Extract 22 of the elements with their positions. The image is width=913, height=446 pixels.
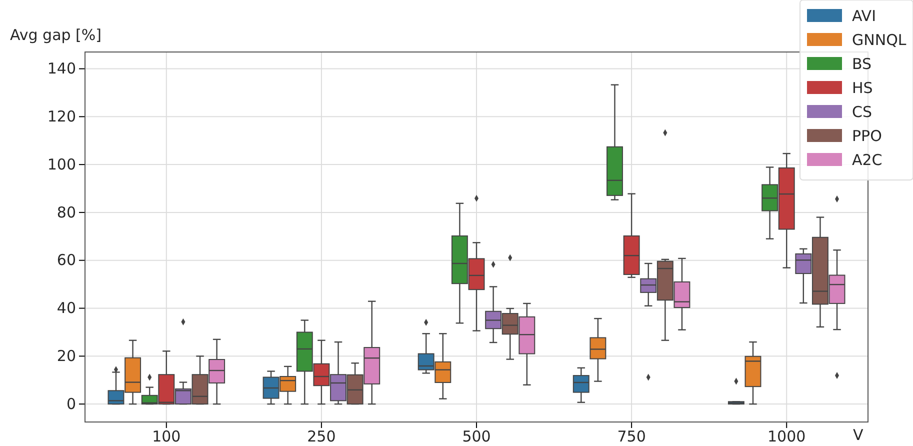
- legend-label: GNNQL: [852, 31, 907, 49]
- y-tick-label: 80: [56, 203, 76, 222]
- x-tick-label: 100: [152, 428, 181, 446]
- y-tick-label: 120: [47, 107, 76, 126]
- legend-label: HS: [852, 79, 873, 97]
- x-tick-label: 1000: [768, 428, 806, 446]
- legend-label: BS: [852, 55, 872, 73]
- x-axis-title: V: [853, 426, 864, 444]
- x-tick-label: 500: [462, 428, 491, 446]
- y-axis-title: Avg gap [%]: [10, 26, 102, 44]
- y-tick-label: 0: [66, 394, 76, 413]
- legend-label: CS: [852, 103, 872, 121]
- x-tick-label: 750: [617, 428, 646, 446]
- legend-label: AVI: [852, 7, 876, 25]
- x-tick-label: 250: [307, 428, 336, 446]
- y-tick-label: 100: [47, 155, 76, 174]
- y-tick-label: 20: [56, 346, 76, 365]
- legend-label: PPO: [852, 127, 882, 145]
- y-tick-label: 60: [56, 251, 76, 270]
- y-tick-label: 40: [56, 299, 76, 318]
- legend-label: A2C: [852, 151, 882, 169]
- y-tick-label: 140: [47, 60, 76, 78]
